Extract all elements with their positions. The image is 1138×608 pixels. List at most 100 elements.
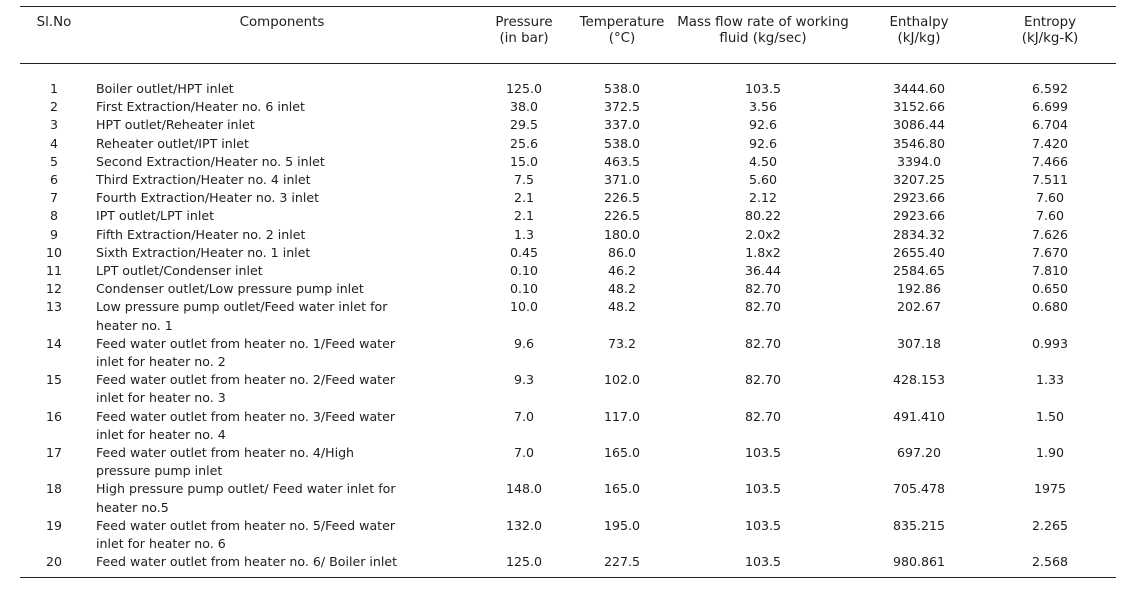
cell-component-text: Feed water outlet from heater no. 3/Feed…	[96, 408, 396, 442]
cell-slno: 3	[20, 116, 88, 134]
cell-temperature: 73.2	[572, 335, 672, 371]
cell-temperature-text: 463.5	[603, 153, 641, 169]
header-temperature: Temperature (°C)	[572, 7, 672, 64]
cell-slno: 17	[20, 444, 88, 480]
cell-temperature-text: 227.5	[603, 554, 641, 570]
cell-temperature-text: 165.0	[603, 481, 641, 497]
cell-massflow: 1.8x2	[672, 244, 854, 262]
cell-massflow-text: 82.70	[744, 408, 782, 424]
header-slno: Sl.No	[20, 7, 88, 64]
cell-slno: 13	[20, 298, 88, 334]
cell-enthalpy-text: 2923.66	[892, 208, 946, 224]
cell-enthalpy: 3546.80	[854, 135, 984, 153]
cell-enthalpy-text: 980.861	[892, 554, 946, 570]
cell-entropy: 1.90	[984, 444, 1116, 480]
cell-massflow-text: 103.5	[744, 554, 782, 570]
cell-massflow: 103.5	[672, 444, 854, 480]
cell-massflow-text: 92.6	[748, 135, 778, 151]
cell-entropy: 7.626	[984, 226, 1116, 244]
cell-pressure: 132.0	[476, 517, 572, 553]
cell-enthalpy-text: 3152.66	[892, 99, 946, 115]
cell-entropy: 7.511	[984, 171, 1116, 189]
cell-enthalpy: 428.153	[854, 371, 984, 407]
cell-massflow-text: 5.60	[748, 172, 778, 188]
cell-component-text: Third Extraction/Heater no. 4 inlet	[96, 172, 311, 188]
cell-slno: 7	[20, 189, 88, 207]
cell-temperature-text: 337.0	[603, 117, 641, 133]
table-row: 16 Feed water outlet from heater no. 3/Fe…	[20, 408, 1116, 444]
cell-enthalpy-text: 3207.25	[892, 172, 946, 188]
table-row: 12 Condenser outlet/Low pressure pump inl…	[20, 280, 1116, 298]
cell-massflow-text: 4.50	[748, 153, 778, 169]
cell-slno: 16	[20, 408, 88, 444]
cell-component: Second Extraction/Heater no. 5 inlet	[88, 153, 476, 171]
table-row: 19 Feed water outlet from heater no. 5/Fe…	[20, 517, 1116, 553]
cell-entropy-text: 1975	[1033, 481, 1067, 497]
cell-massflow: 82.70	[672, 280, 854, 298]
header-enthalpy-line2: (kJ/kg)	[897, 31, 941, 46]
cell-pressure: 2.1	[476, 207, 572, 225]
cell-component: Condenser outlet/Low pressure pump inlet	[88, 280, 476, 298]
cell-massflow: 5.60	[672, 171, 854, 189]
header-entropy: Entropy (kJ/kg-K)	[984, 7, 1116, 64]
cell-component: Feed water outlet from heater no. 5/Feed…	[88, 517, 476, 553]
cell-pressure: 7.0	[476, 408, 572, 444]
cell-massflow-text: 1.8x2	[745, 244, 781, 260]
cell-entropy-text: 0.680	[1031, 299, 1069, 315]
cell-enthalpy-text: 3444.60	[892, 81, 946, 96]
cell-slno-text: 13	[45, 299, 63, 315]
cell-massflow-text: 103.5	[744, 445, 782, 461]
cell-pressure-text: 125.0	[505, 81, 543, 96]
cell-slno: 20	[20, 553, 88, 578]
cell-massflow-text: 3.56	[748, 99, 778, 115]
table-row: 13 Low pressure pump outlet/Feed water in…	[20, 298, 1116, 334]
cell-pressure-text: 0.10	[509, 281, 539, 297]
cell-pressure: 0.45	[476, 244, 572, 262]
cell-entropy: 1.50	[984, 408, 1116, 444]
cell-slno: 9	[20, 226, 88, 244]
cell-temperature: 165.0	[572, 480, 672, 516]
cell-temperature-text: 226.5	[603, 190, 641, 206]
cell-enthalpy-text: 428.153	[892, 372, 946, 388]
cell-entropy-text: 7.60	[1035, 190, 1065, 206]
cell-enthalpy: 3394.0	[854, 153, 984, 171]
cell-temperature: 102.0	[572, 371, 672, 407]
cell-massflow-text: 82.70	[744, 299, 782, 315]
cell-enthalpy: 202.67	[854, 298, 984, 334]
cell-temperature-text: 538.0	[603, 135, 641, 151]
cell-component-text: Low pressure pump outlet/Feed water inle…	[96, 299, 388, 333]
cell-temperature: 227.5	[572, 553, 672, 578]
header-massflow: Mass flow rate of working fluid (kg/sec)	[672, 7, 854, 64]
cell-slno: 6	[20, 171, 88, 189]
cell-entropy-text: 7.511	[1031, 172, 1069, 188]
cell-entropy: 7.670	[984, 244, 1116, 262]
cell-slno-text: 12	[45, 281, 63, 297]
cell-temperature: 463.5	[572, 153, 672, 171]
cell-temperature: 226.5	[572, 207, 672, 225]
cell-pressure: 9.6	[476, 335, 572, 371]
cell-entropy: 6.699	[984, 98, 1116, 116]
cell-slno-text: 18	[45, 481, 63, 497]
cell-component-text: Feed water outlet from heater no. 1/Feed…	[96, 335, 396, 370]
table-row: 3 HPT outlet/Reheater inlet 29.5 337.0 92.6 3…	[20, 116, 1116, 134]
cell-pressure: 7.0	[476, 444, 572, 480]
cell-enthalpy-text: 835.215	[892, 517, 946, 533]
cell-component-text: HPT outlet/Reheater inlet	[96, 117, 255, 133]
cell-pressure-text: 9.3	[513, 372, 535, 388]
cell-massflow: 92.6	[672, 135, 854, 153]
cell-temperature-text: 48.2	[607, 281, 637, 297]
cell-massflow-text: 103.5	[744, 481, 782, 497]
cell-massflow: 103.5	[672, 553, 854, 578]
cell-slno: 2	[20, 98, 88, 116]
cell-component-text: Feed water outlet from heater no. 2/Feed…	[96, 372, 396, 406]
cell-pressure-text: 1.3	[513, 226, 535, 242]
cell-entropy-text: 7.60	[1035, 208, 1065, 224]
cell-component: Feed water outlet from heater no. 2/Feed…	[88, 371, 476, 407]
cell-massflow-text: 92.6	[748, 117, 778, 133]
cell-entropy-text: 7.466	[1031, 153, 1069, 169]
cell-component-text: Feed water outlet from heater no. 5/Feed…	[96, 517, 396, 552]
cell-pressure-text: 148.0	[505, 481, 543, 497]
cell-slno-text: 9	[49, 226, 58, 242]
cell-pressure: 29.5	[476, 116, 572, 134]
header-temperature-line1: Temperature	[579, 15, 665, 30]
